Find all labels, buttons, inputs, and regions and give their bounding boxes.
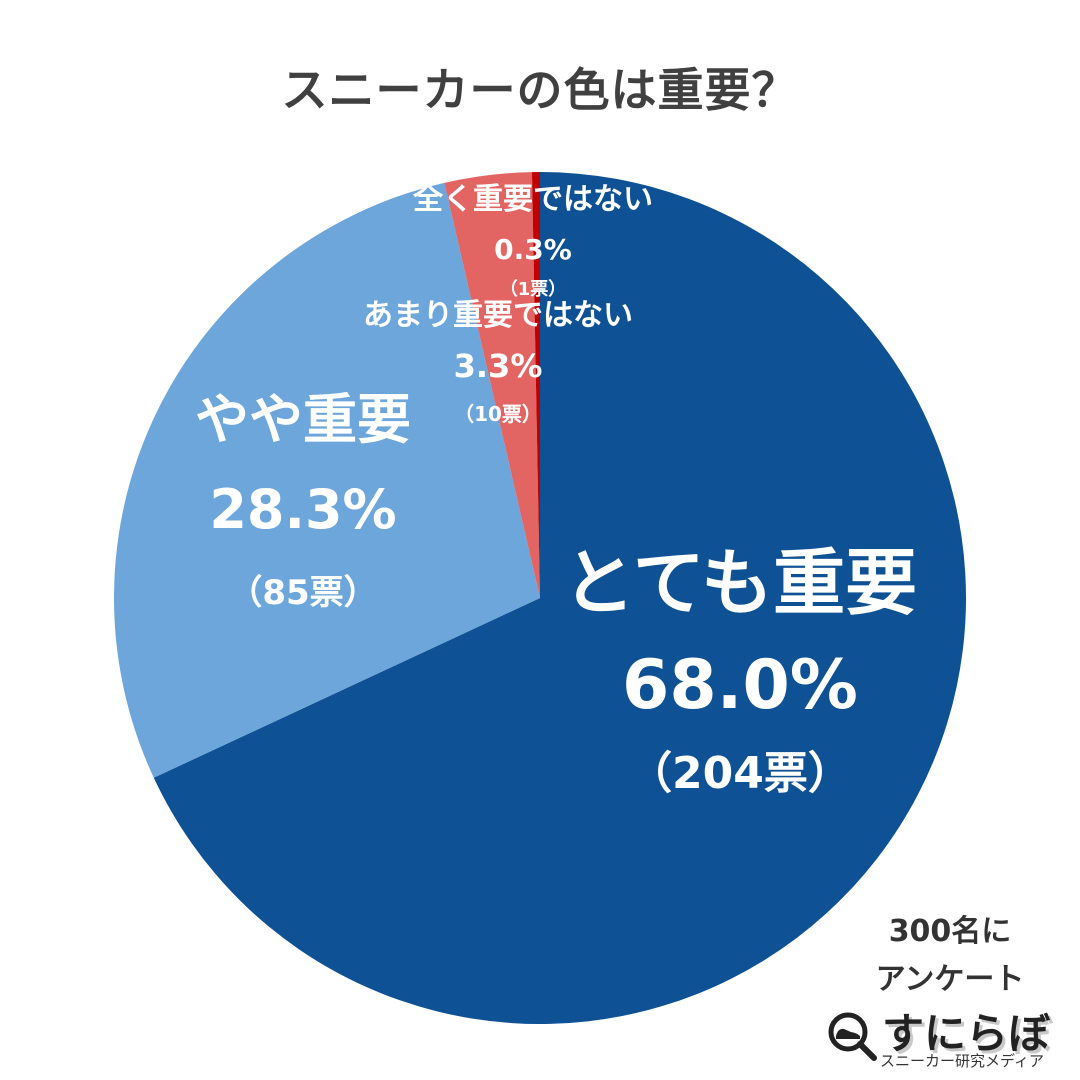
slice-label-1: とても重要 (563, 541, 917, 625)
magnifier-sneaker-icon (828, 1012, 877, 1061)
slice-percent-3: 3.3% (454, 347, 543, 385)
slice-votes-3: （10票） (454, 402, 542, 426)
pie-slice-3 (444, 172, 540, 598)
slice-label-4: 全く重要ではない (412, 182, 653, 217)
brand-name: すにらぼ (882, 1009, 1051, 1058)
slice-votes-2: （85票） (228, 573, 377, 613)
brand-tagline: スニーカー研究メディア (880, 1052, 1044, 1070)
slice-votes-4: （1票） (500, 279, 567, 300)
slice-label-3: あまり重要ではない (363, 298, 633, 333)
slice-label-2: やや重要 (195, 388, 411, 451)
slice-percent-1: 68.0% (622, 646, 858, 725)
pie-slice-4 (531, 172, 540, 598)
slice-percent-4: 0.3% (494, 233, 572, 266)
survey-note-line1: 300名に (888, 914, 1012, 949)
slice-votes-1: （204票） (628, 748, 852, 799)
pie-slices (114, 172, 966, 1024)
brand-logo: すにらぼ スニーカー研究メディア (820, 1000, 1060, 1072)
pie-labels: とても重要 68.0% （204票） やや重要 28.3% （85票） あまり重要ではない 3… (195, 182, 917, 799)
chart-title: スニーカーの色は重要？ (281, 63, 799, 117)
pie-slice-1 (153, 172, 966, 1024)
survey-note-line2: アンケート (875, 962, 1025, 997)
slice-percent-2: 28.3% (209, 478, 396, 541)
survey-note: 300名に アンケート (860, 908, 1040, 1004)
pie-slice-2 (114, 182, 541, 778)
